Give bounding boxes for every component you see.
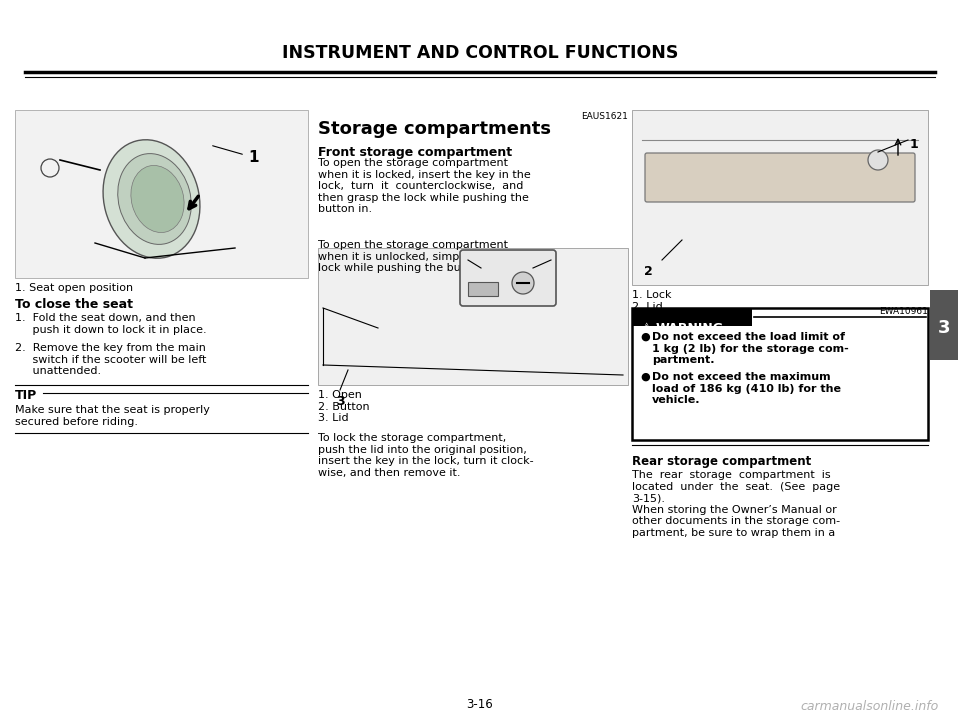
Text: 3: 3 <box>938 319 950 337</box>
Text: 1. Lock
2. Lid: 1. Lock 2. Lid <box>632 290 671 312</box>
Bar <box>468 282 498 296</box>
Text: 1: 1 <box>248 150 258 165</box>
Circle shape <box>868 150 888 170</box>
Text: Rear storage compartment: Rear storage compartment <box>632 455 811 468</box>
Text: The  rear  storage  compartment  is
located  under  the  seat.  (See  page
3-15): The rear storage compartment is located … <box>632 470 840 538</box>
Text: ●: ● <box>640 332 650 342</box>
Text: EWA10961: EWA10961 <box>879 307 928 316</box>
Ellipse shape <box>103 140 200 258</box>
Text: WARNING: WARNING <box>656 322 724 335</box>
Ellipse shape <box>131 165 184 233</box>
Text: 1.  Fold the seat down, and then
     push it down to lock it in place.: 1. Fold the seat down, and then push it … <box>15 313 206 335</box>
Text: 1. Open
2. Button
3. Lid: 1. Open 2. Button 3. Lid <box>318 390 370 423</box>
Text: 1. Seat open position: 1. Seat open position <box>15 283 133 293</box>
Text: ⚠: ⚠ <box>640 322 651 335</box>
Text: carmanualsonline.info: carmanualsonline.info <box>801 700 939 712</box>
Bar <box>930 290 958 360</box>
Text: 2: 2 <box>461 256 469 269</box>
Text: 1: 1 <box>910 138 919 151</box>
Text: TIP: TIP <box>15 389 37 402</box>
Text: INSTRUMENT AND CONTROL FUNCTIONS: INSTRUMENT AND CONTROL FUNCTIONS <box>282 44 678 62</box>
Ellipse shape <box>118 154 191 244</box>
Text: To lock the storage compartment,
push the lid into the original position,
insert: To lock the storage compartment, push th… <box>318 433 534 478</box>
FancyBboxPatch shape <box>460 250 556 306</box>
Text: Make sure that the seat is properly
secured before riding.: Make sure that the seat is properly secu… <box>15 405 210 426</box>
Text: 3-16: 3-16 <box>467 698 493 711</box>
FancyBboxPatch shape <box>645 153 915 202</box>
Text: EAUS1621: EAUS1621 <box>581 112 628 121</box>
Bar <box>15 110 308 278</box>
Text: Storage compartments: Storage compartments <box>318 120 551 138</box>
Bar <box>632 308 752 326</box>
Text: To close the seat: To close the seat <box>15 298 133 311</box>
Text: Do not exceed the load limit of
1 kg (2 lb) for the storage com-
partment.: Do not exceed the load limit of 1 kg (2 … <box>652 332 849 365</box>
Text: Do not exceed the maximum
load of 186 kg (410 lb) for the
vehicle.: Do not exceed the maximum load of 186 kg… <box>652 372 841 405</box>
Bar <box>632 110 928 285</box>
Bar <box>632 308 928 440</box>
Text: To open the storage compartment
when it is unlocked, simply grasp the
lock while: To open the storage compartment when it … <box>318 240 526 273</box>
Text: 3: 3 <box>336 395 345 408</box>
Text: Front storage compartment: Front storage compartment <box>318 146 512 159</box>
Text: 1: 1 <box>548 256 557 269</box>
Text: 2: 2 <box>644 265 653 278</box>
Text: To open the storage compartment
when it is locked, insert the key in the
lock,  : To open the storage compartment when it … <box>318 158 531 214</box>
Bar <box>318 248 628 385</box>
Text: ●: ● <box>640 372 650 382</box>
Circle shape <box>512 272 534 294</box>
Text: 2.  Remove the key from the main
     switch if the scooter will be left
     un: 2. Remove the key from the main switch i… <box>15 343 206 376</box>
